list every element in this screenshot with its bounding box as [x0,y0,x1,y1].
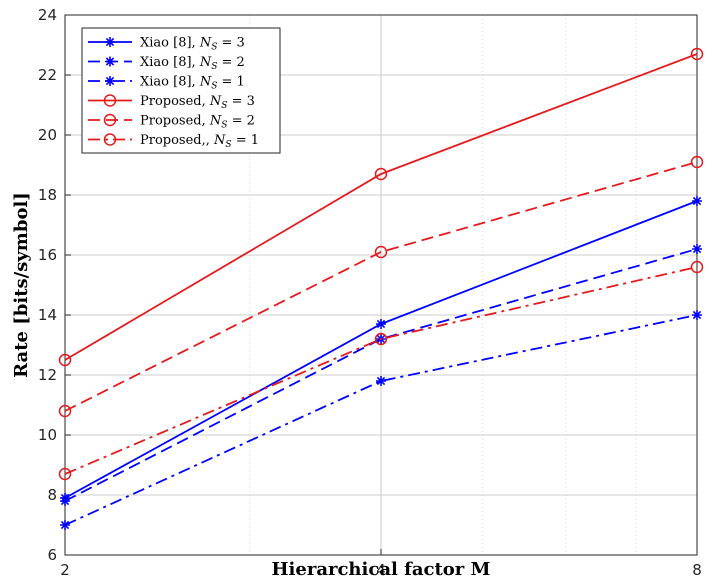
series-line [64,248,698,502]
data-point-marker [105,37,115,47]
y-tick-label: 14 [38,306,57,324]
y-tick-label: 20 [38,126,57,144]
legend-label: Xiao [8], NS = 2 [140,55,245,72]
x-tick-label: 2 [60,561,70,579]
legend-box [81,27,281,154]
data-point-marker [374,245,388,259]
series-5 [58,155,704,418]
data-point-marker [105,56,115,67]
y-tick-label: 6 [47,546,57,564]
data-point-marker [374,332,388,346]
data-point-marker [374,167,388,181]
data-point-marker [60,496,70,506]
legend-label: Xiao [8], NS = 1 [140,75,245,92]
data-point-marker [58,467,72,481]
data-point-marker [690,260,704,274]
legend-entry: Xiao [8], NS = 3 [88,36,245,53]
y-tick-label: 18 [38,186,57,204]
data-point-marker [692,310,702,320]
y-tick-label: 10 [38,426,57,444]
series-6 [58,260,704,481]
data-point-marker [690,47,704,61]
x-tick-label: 8 [692,561,702,579]
legend-entry: Proposed, NS = 2 [88,114,255,131]
legend-entry: Xiao [8], NS = 1 [88,75,245,92]
legend-label: Proposed,, NS = 1 [140,133,259,150]
y-axis-label: Rate [bits/symbol] [11,192,32,378]
data-point-marker [103,94,117,107]
series-4 [58,47,704,367]
legend-label: Proposed, NS = 2 [140,114,255,131]
legend: Xiao [8], NS = 3 Xiao [8], NS = 2 Xiao [8]… [81,27,281,154]
series-3 [60,310,702,530]
data-point-marker [105,76,115,86]
y-tick-label: 8 [47,486,57,504]
data-point-marker [103,133,117,146]
data-point-marker [58,353,72,367]
y-tick-label: 16 [38,246,57,264]
data-point-marker [376,319,386,329]
legend-label: Proposed, NS = 3 [140,94,255,111]
y-tick-label: 24 [38,6,57,24]
legend-label: Xiao [8], NS = 3 [140,36,245,53]
data-point-marker [58,404,72,418]
series-line [64,161,698,412]
x-tick-label: 4 [376,561,386,579]
x-axis-label: Hierarchical factor M [272,559,491,580]
legend-entry: Proposed,, NS = 1 [88,133,259,150]
y-tick-label: 12 [38,366,57,384]
data-point-marker [690,155,704,169]
legend-entry: Proposed, NS = 3 [88,94,255,111]
data-point-marker [60,520,70,530]
data-point-marker [692,244,702,254]
data-point-marker [103,113,117,127]
series-line [64,53,698,361]
legend-entry: Xiao [8], NS = 2 [88,55,245,72]
series-line [64,266,698,475]
y-tick-label: 22 [38,66,57,84]
series-layer [58,47,704,530]
data-point-marker [376,376,386,386]
data-point-marker [692,196,702,206]
